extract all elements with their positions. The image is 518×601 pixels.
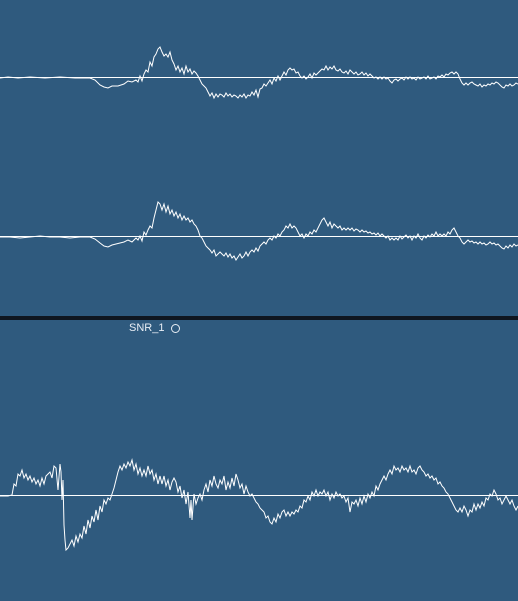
region-divider [0,316,518,320]
waveform-right-channel [0,201,518,261]
waveform-mono-channel [0,458,518,552]
stereo-audio-region[interactable] [0,0,518,316]
region-name-label: SNR_1 [129,322,165,334]
mono-audio-region[interactable] [0,320,518,601]
record-circle-icon[interactable] [171,324,180,333]
waveform-left-channel [0,46,518,100]
